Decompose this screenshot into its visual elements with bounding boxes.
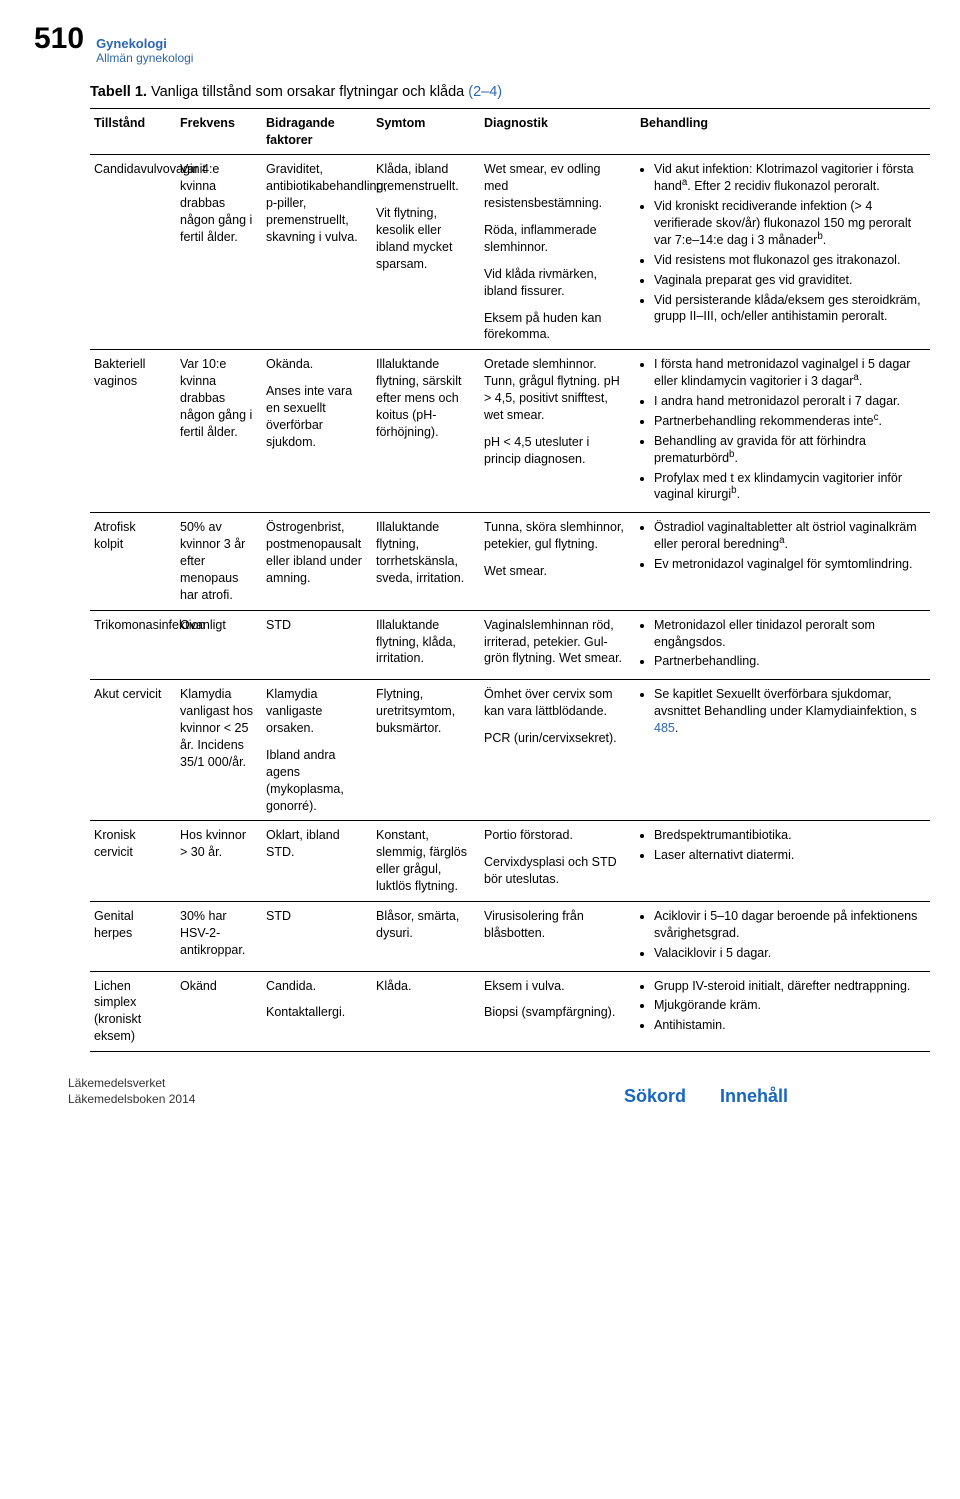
cell-frekvens: Hos kvinnor > 30 år. — [176, 821, 262, 902]
cell-symtom: Blåsor, smärta, dysuri. — [372, 901, 480, 971]
cell-faktorer: Klamydia vanligaste orsaken.Ibland andra… — [262, 680, 372, 821]
cell-faktorer: Östrogenbrist, postmenopausalt eller ibl… — [262, 513, 372, 610]
cell-behandling: Vid akut infektion: Klotrimazol vagitori… — [636, 155, 930, 350]
cell-frekvens: 30% har HSV-2-antikroppar. — [176, 901, 262, 971]
footer-link-innehall[interactable]: Innehåll — [720, 1086, 788, 1107]
cell-frekvens: Var 10:e kvinna drabbas någon gång i fer… — [176, 350, 262, 513]
footer-link-sokord[interactable]: Sökord — [624, 1086, 686, 1107]
table-row: Akut cervicitKlamydia vanligast hos kvin… — [90, 680, 930, 821]
footer-line-2: Läkemedelsboken 2014 — [68, 1092, 195, 1108]
th-faktorer: Bidragande faktorer — [262, 108, 372, 155]
cell-faktorer: Candida.Kontaktallergi. — [262, 971, 372, 1052]
cell-diagnostik: Portio förstorad.Cervixdysplasi och STD … — [480, 821, 636, 902]
cell-tillstand: Kronisk cervicit — [90, 821, 176, 902]
th-symtom: Symtom — [372, 108, 480, 155]
cell-behandling: Aciklovir i 5–10 dagar beroende på infek… — [636, 901, 930, 971]
cell-symtom: Klåda. — [372, 971, 480, 1052]
table-row: Kronisk cervicitHos kvinnor > 30 år.Okla… — [90, 821, 930, 902]
table-row: Lichen simplex (kroniskt eksem)OkändCand… — [90, 971, 930, 1052]
caption-ref: (2–4) — [468, 84, 502, 100]
th-behandling: Behandling — [636, 108, 930, 155]
cell-behandling: Bredspektrumantibiotika.Laser alternativ… — [636, 821, 930, 902]
header-top: Gynekologi — [96, 37, 193, 52]
cell-symtom: Konstant, slemmig, färglös eller grågul,… — [372, 821, 480, 902]
cell-tillstand: Genital herpes — [90, 901, 176, 971]
header-sub: Allmän gynekologi — [96, 52, 193, 66]
table-header-row: Tillstånd Frekvens Bidragande faktorer S… — [90, 108, 930, 155]
table-caption: Tabell 1. Vanliga tillstånd som orsakar … — [90, 84, 926, 100]
page-header: 510 Gynekologi Allmän gynekologi — [34, 24, 926, 66]
cell-diagnostik: Ömhet över cervix som kan vara lättblöda… — [480, 680, 636, 821]
cell-symtom: Flytning, uretritsymtom, buksmärtor. — [372, 680, 480, 821]
table-row: Atrofisk kolpit50% av kvinnor 3 år efter… — [90, 513, 930, 610]
table-row: CandidavulvovaginitVar 4:e kvinna drabba… — [90, 155, 930, 350]
cell-symtom: Illaluktande flytning, klåda, irritation… — [372, 610, 480, 680]
cell-tillstand: Lichen simplex (kroniskt eksem) — [90, 971, 176, 1052]
cell-faktorer: Oklart, ibland STD. — [262, 821, 372, 902]
cell-faktorer: Okända.Anses inte vara en sexuellt överf… — [262, 350, 372, 513]
cell-diagnostik: Oretade slemhinnor. Tunn, grågul flytnin… — [480, 350, 636, 513]
cell-diagnostik: Wet smear, ev odling med resistensbestäm… — [480, 155, 636, 350]
cell-faktorer: STD — [262, 610, 372, 680]
footer-links: Sökord Innehåll — [624, 1086, 938, 1107]
caption-rest: Vanliga tillstånd som orsakar flytningar… — [147, 84, 468, 100]
cell-frekvens: Okänd — [176, 971, 262, 1052]
cell-tillstand: Bakteriell vaginos — [90, 350, 176, 513]
footer-line-1: Läkemedelsverket — [68, 1076, 195, 1092]
cell-symtom: Klåda, ibland premenstruellt.Vit flytnin… — [372, 155, 480, 350]
cell-faktorer: Graviditet, antibiotikabehandling, p-pil… — [262, 155, 372, 350]
cell-behandling: Grupp IV-steroid initialt, därefter nedt… — [636, 971, 930, 1052]
cell-frekvens: Klamydia vanligast hos kvinnor < 25 år. … — [176, 680, 262, 821]
cell-frekvens: Ovanligt — [176, 610, 262, 680]
th-frekvens: Frekvens — [176, 108, 262, 155]
cell-tillstand: Akut cervicit — [90, 680, 176, 821]
cell-symtom: Illaluktande flytning, torrhetskänsla, s… — [372, 513, 480, 610]
page-number: 510 — [34, 24, 84, 54]
table-row: Bakteriell vaginosVar 10:e kvinna drabba… — [90, 350, 930, 513]
cell-behandling: I första hand metronidazol vaginalgel i … — [636, 350, 930, 513]
th-diagnostik: Diagnostik — [480, 108, 636, 155]
cell-behandling: Se kapitlet Sexuellt överförbara sjukdom… — [636, 680, 930, 821]
cell-diagnostik: Vaginalslemhinnan röd, irriterad, peteki… — [480, 610, 636, 680]
header-titles: Gynekologi Allmän gynekologi — [96, 37, 193, 66]
cell-frekvens: 50% av kvinnor 3 år efter menopaus har a… — [176, 513, 262, 610]
cell-tillstand: Atrofisk kolpit — [90, 513, 176, 610]
conditions-table: Tillstånd Frekvens Bidragande faktorer S… — [90, 108, 930, 1052]
caption-strong: Tabell 1. — [90, 84, 147, 100]
cell-diagnostik: Tunna, sköra slemhinnor, petekier, gul f… — [480, 513, 636, 610]
cell-frekvens: Var 4:e kvinna drabbas någon gång i fert… — [176, 155, 262, 350]
cell-diagnostik: Eksem i vulva.Biopsi (svampfärgning). — [480, 971, 636, 1052]
cell-symtom: Illaluktande flytning, särskilt efter me… — [372, 350, 480, 513]
cell-tillstand: Trikomonasinfektion — [90, 610, 176, 680]
table-row: TrikomonasinfektionOvanligtSTDIllaluktan… — [90, 610, 930, 680]
table-row: Genital herpes30% har HSV-2-antikroppar.… — [90, 901, 930, 971]
cell-behandling: Metronidazol eller tinidazol peroralt so… — [636, 610, 930, 680]
cell-behandling: Östradiol vaginaltabletter alt östriol v… — [636, 513, 930, 610]
footer-left: Läkemedelsverket Läkemedelsboken 2014 — [68, 1076, 195, 1107]
cell-diagnostik: Virusisolering från blåsbotten. — [480, 901, 636, 971]
cell-faktorer: STD — [262, 901, 372, 971]
cell-tillstand: Candidavulvovaginit — [90, 155, 176, 350]
th-tillstand: Tillstånd — [90, 108, 176, 155]
footer: Läkemedelsverket Läkemedelsboken 2014 Sö… — [68, 1076, 938, 1107]
